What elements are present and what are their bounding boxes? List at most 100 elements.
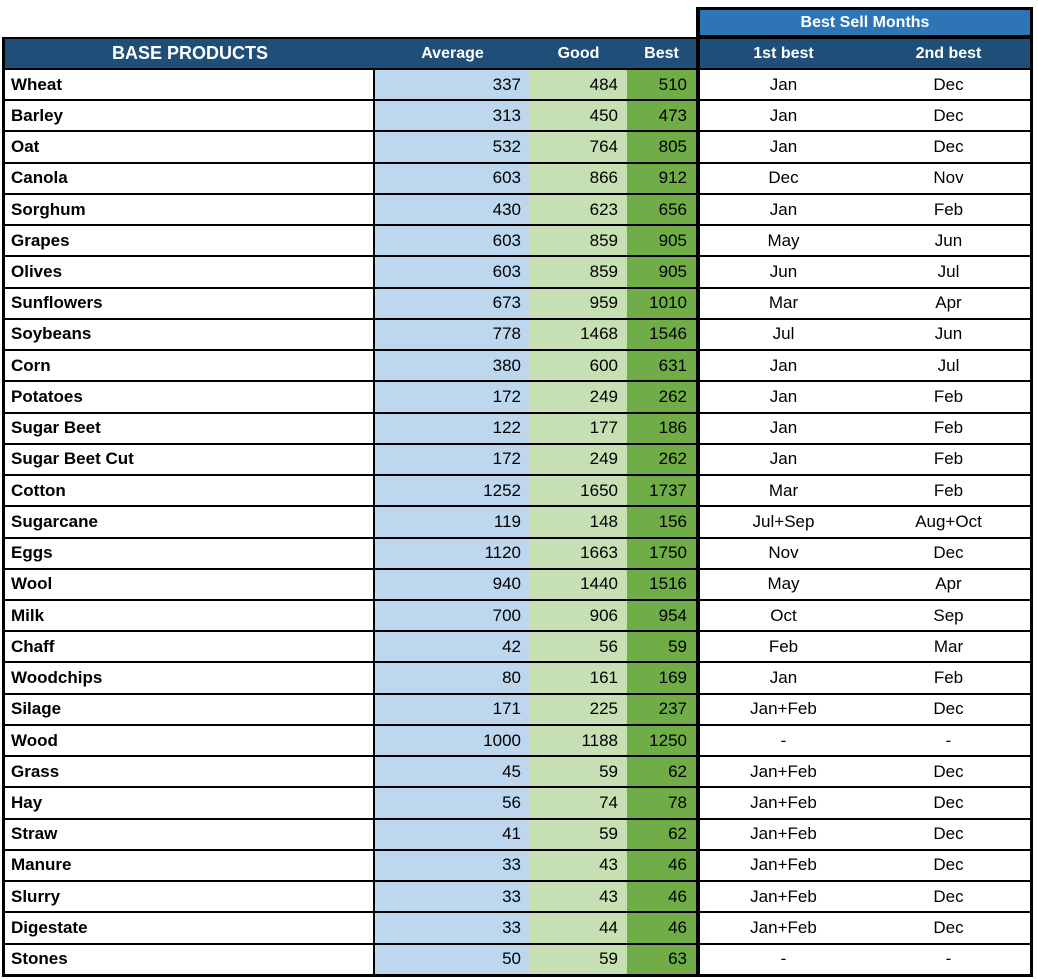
second-best-month-cell[interactable]: Feb: [867, 444, 1030, 475]
best-price-cell[interactable]: 186: [627, 413, 696, 443]
header-best[interactable]: Best: [644, 44, 679, 62]
second-best-month-cell[interactable]: Dec: [867, 757, 1030, 787]
product-name-cell[interactable]: Oat: [5, 132, 375, 162]
second-best-month-cell[interactable]: Nov: [867, 163, 1030, 193]
good-price-cell[interactable]: 1188: [530, 725, 627, 756]
first-best-month-cell[interactable]: Nov: [700, 538, 867, 568]
product-name-cell[interactable]: Sugar Beet: [5, 413, 375, 443]
product-name-cell[interactable]: Silage: [5, 694, 375, 724]
first-best-month-cell[interactable]: Jul: [700, 319, 867, 350]
product-name-cell[interactable]: Woodchips: [5, 663, 375, 693]
product-name-cell[interactable]: Corn: [5, 351, 375, 381]
average-price-cell[interactable]: 45: [375, 757, 530, 787]
best-price-cell[interactable]: 1250: [627, 725, 696, 756]
best-price-cell[interactable]: 1546: [627, 319, 696, 350]
best-price-cell[interactable]: 62: [627, 757, 696, 787]
good-price-cell[interactable]: 59: [530, 944, 627, 974]
good-price-cell[interactable]: 859: [530, 257, 627, 287]
product-name-cell[interactable]: Barley: [5, 101, 375, 131]
best-price-cell[interactable]: 1750: [627, 538, 696, 568]
product-name-cell[interactable]: Grass: [5, 757, 375, 787]
first-best-month-cell[interactable]: Feb: [700, 632, 867, 662]
good-price-cell[interactable]: 44: [530, 913, 627, 943]
product-name-cell[interactable]: Milk: [5, 600, 375, 631]
second-best-month-cell[interactable]: Sep: [867, 600, 1030, 631]
good-price-cell[interactable]: 43: [530, 882, 627, 912]
first-best-month-cell[interactable]: Jan: [700, 413, 867, 443]
first-best-month-cell[interactable]: Jan: [700, 663, 867, 693]
first-best-month-cell[interactable]: -: [700, 725, 867, 756]
best-price-cell[interactable]: 237: [627, 694, 696, 724]
header-base-products[interactable]: BASE PRODUCTS: [111, 43, 268, 63]
best-price-cell[interactable]: 78: [627, 788, 696, 818]
product-name-cell[interactable]: Manure: [5, 850, 375, 881]
best-price-cell[interactable]: 1516: [627, 569, 696, 599]
best-price-cell[interactable]: 954: [627, 600, 696, 631]
second-best-month-cell[interactable]: Jul: [867, 351, 1030, 381]
best-price-cell[interactable]: 473: [627, 101, 696, 131]
best-price-cell[interactable]: 62: [627, 819, 696, 849]
best-price-cell[interactable]: 46: [627, 913, 696, 943]
second-best-month-cell[interactable]: Dec: [867, 882, 1030, 912]
good-price-cell[interactable]: 249: [530, 444, 627, 475]
good-price-cell[interactable]: 1440: [530, 569, 627, 599]
product-name-cell[interactable]: Wheat: [5, 70, 375, 100]
average-price-cell[interactable]: 603: [375, 257, 530, 287]
average-price-cell[interactable]: 380: [375, 351, 530, 381]
product-name-cell[interactable]: Wool: [5, 569, 375, 599]
header-average[interactable]: Average: [421, 44, 484, 62]
product-name-cell[interactable]: Canola: [5, 163, 375, 193]
first-best-month-cell[interactable]: Jan: [700, 444, 867, 475]
second-best-month-cell[interactable]: -: [867, 725, 1030, 756]
best-price-cell[interactable]: 262: [627, 444, 696, 475]
good-price-cell[interactable]: 450: [530, 101, 627, 131]
first-best-month-cell[interactable]: Jan+Feb: [700, 882, 867, 912]
good-price-cell[interactable]: 1663: [530, 538, 627, 568]
average-price-cell[interactable]: 1120: [375, 538, 530, 568]
good-price-cell[interactable]: 623: [530, 194, 627, 225]
second-best-month-cell[interactable]: Jun: [867, 226, 1030, 256]
good-price-cell[interactable]: 43: [530, 850, 627, 881]
second-best-month-cell[interactable]: Feb: [867, 413, 1030, 443]
best-price-cell[interactable]: 1737: [627, 476, 696, 506]
best-price-cell[interactable]: 1010: [627, 288, 696, 318]
average-price-cell[interactable]: 41: [375, 819, 530, 849]
product-name-cell[interactable]: Cotton: [5, 476, 375, 506]
best-price-cell[interactable]: 656: [627, 194, 696, 225]
first-best-month-cell[interactable]: Mar: [700, 476, 867, 506]
first-best-month-cell[interactable]: Jan: [700, 194, 867, 225]
product-name-cell[interactable]: Potatoes: [5, 382, 375, 412]
second-best-month-cell[interactable]: Dec: [867, 70, 1030, 100]
product-name-cell[interactable]: Straw: [5, 819, 375, 849]
second-best-month-cell[interactable]: Apr: [867, 288, 1030, 318]
good-price-cell[interactable]: 1650: [530, 476, 627, 506]
good-price-cell[interactable]: 74: [530, 788, 627, 818]
average-price-cell[interactable]: 603: [375, 163, 530, 193]
good-price-cell[interactable]: 249: [530, 382, 627, 412]
good-price-cell[interactable]: 177: [530, 413, 627, 443]
second-best-month-cell[interactable]: Dec: [867, 788, 1030, 818]
second-best-month-cell[interactable]: Jun: [867, 319, 1030, 350]
header-1st-best[interactable]: 1st best: [753, 44, 814, 62]
good-price-cell[interactable]: 859: [530, 226, 627, 256]
first-best-month-cell[interactable]: -: [700, 944, 867, 974]
good-price-cell[interactable]: 600: [530, 351, 627, 381]
second-best-month-cell[interactable]: Mar: [867, 632, 1030, 662]
product-name-cell[interactable]: Olives: [5, 257, 375, 287]
first-best-month-cell[interactable]: Jan: [700, 101, 867, 131]
best-price-cell[interactable]: 46: [627, 882, 696, 912]
second-best-month-cell[interactable]: Feb: [867, 663, 1030, 693]
first-best-month-cell[interactable]: Oct: [700, 600, 867, 631]
product-name-cell[interactable]: Grapes: [5, 226, 375, 256]
first-best-month-cell[interactable]: Dec: [700, 163, 867, 193]
best-price-cell[interactable]: 905: [627, 226, 696, 256]
first-best-month-cell[interactable]: Jan: [700, 351, 867, 381]
header-2nd-best[interactable]: 2nd best: [915, 44, 982, 62]
first-best-month-cell[interactable]: Mar: [700, 288, 867, 318]
first-best-month-cell[interactable]: Jan+Feb: [700, 850, 867, 881]
average-price-cell[interactable]: 532: [375, 132, 530, 162]
product-name-cell[interactable]: Slurry: [5, 882, 375, 912]
best-sell-months-group-header[interactable]: Best Sell Months: [696, 7, 1033, 37]
average-price-cell[interactable]: 940: [375, 569, 530, 599]
header-good[interactable]: Good: [557, 44, 600, 62]
